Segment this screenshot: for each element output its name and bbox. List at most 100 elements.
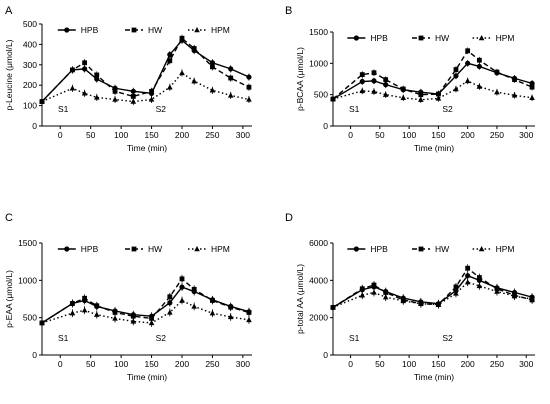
- session-label-s1: S1: [58, 104, 69, 114]
- panel-c: C 0 500 1000 1500 0 50 100 150 200 250 300 Time (min…: [4, 212, 252, 382]
- legend-label: HPB: [81, 25, 99, 35]
- data-point-hw: [94, 303, 100, 309]
- legend-item-hpm: HPM: [188, 25, 230, 35]
- data-point-hw: [130, 94, 136, 99]
- data-point-hw: [167, 294, 173, 300]
- x-tick-label: 200: [175, 130, 189, 140]
- y-tick-label: 0: [32, 121, 37, 131]
- series-hw: [39, 34, 252, 104]
- data-point-hpm: [529, 94, 535, 100]
- data-point-hw: [149, 316, 154, 321]
- x-tick-label: 300: [236, 130, 250, 140]
- legend-marker: [131, 27, 137, 33]
- y-tick-label: 500: [23, 313, 37, 323]
- panel-letter: B: [285, 5, 292, 17]
- data-point-hw: [476, 275, 482, 280]
- x-tick-label: 100: [114, 130, 128, 140]
- data-point-hw: [210, 64, 215, 70]
- data-point-hpm: [179, 69, 185, 76]
- session-label-s1: S1: [349, 333, 360, 343]
- legend-marker: [194, 27, 200, 33]
- legend-item-hpb: HPB: [347, 33, 388, 43]
- data-point-hw: [167, 58, 173, 64]
- data-point-hpm: [112, 96, 118, 102]
- legend-item-hpm: HPM: [472, 33, 515, 43]
- y-tick-label: 0: [323, 121, 328, 131]
- data-point-hpb: [246, 74, 252, 80]
- data-point-hpb: [371, 78, 377, 84]
- data-point-hpm: [435, 95, 442, 101]
- y-tick-label: 200: [23, 80, 37, 90]
- data-point-hpb: [476, 63, 482, 70]
- series-hw: [39, 274, 252, 326]
- data-point-hpm: [69, 310, 76, 316]
- legend-label: HPM: [496, 33, 515, 43]
- y-tick-label: 2000: [309, 313, 328, 323]
- y-axis-label: p-BCAA (μmol/L): [295, 47, 305, 111]
- data-point-hpm: [246, 96, 252, 102]
- series-hpm: [39, 296, 252, 327]
- x-tick-label: 300: [519, 130, 533, 140]
- data-point-hpm: [227, 313, 234, 320]
- data-point-hpm: [511, 92, 518, 98]
- session-label-s1: S1: [349, 104, 360, 114]
- data-point-hpm: [246, 316, 252, 323]
- panel-d: D 0 2000 4000 6000 0 50 100 150 200 250 300 Time (mi…: [285, 212, 535, 382]
- data-point-hpm: [359, 292, 366, 298]
- data-point-hw: [70, 67, 75, 73]
- data-point-hpm: [227, 92, 234, 98]
- legend-item-hw: HW: [412, 244, 449, 254]
- data-point-hpm: [209, 87, 216, 93]
- session-label-s2: S2: [442, 333, 453, 343]
- data-point-hw: [359, 286, 365, 292]
- data-point-hw: [149, 88, 154, 94]
- y-tick-label: 6000: [309, 238, 328, 248]
- legend-label: HW: [148, 244, 162, 254]
- legend-marker: [64, 27, 70, 33]
- data-point-hw: [82, 60, 88, 66]
- data-point-hw: [359, 72, 365, 78]
- data-point-hw: [383, 77, 389, 83]
- x-tick-label: 100: [402, 130, 416, 140]
- data-point-hpm: [191, 78, 197, 84]
- panel-letter: A: [5, 5, 13, 17]
- data-point-hpm: [130, 98, 137, 104]
- data-point-hpm: [209, 310, 216, 316]
- x-tick-label: 0: [348, 130, 353, 140]
- x-tick-label: 0: [58, 359, 63, 369]
- session-label-s2: S2: [442, 104, 453, 114]
- data-point-hpm: [453, 86, 459, 92]
- x-tick-label: 250: [205, 359, 219, 369]
- data-point-hpm: [359, 87, 366, 94]
- data-point-hpm: [148, 319, 155, 326]
- data-point-hpm: [69, 85, 76, 91]
- x-tick-label: 50: [86, 130, 96, 140]
- legend-item-hw: HW: [125, 25, 162, 35]
- legend-label: HW: [435, 33, 449, 43]
- x-axis-label: Time (min): [127, 143, 167, 153]
- y-tick-label: 4000: [309, 275, 328, 285]
- y-axis-label: p-total AA (μmol/L): [295, 264, 305, 334]
- legend-marker: [418, 35, 424, 41]
- data-point-hw: [453, 67, 459, 72]
- data-point-hpm: [167, 84, 173, 90]
- series-hpm: [330, 77, 535, 103]
- data-point-hpb: [167, 300, 173, 306]
- series-hpb: [330, 60, 535, 102]
- y-tick-label: 100: [23, 101, 37, 111]
- legend-label: HPM: [211, 244, 230, 254]
- x-tick-label: 100: [402, 359, 416, 369]
- data-point-hw: [465, 265, 471, 271]
- data-point-hpb: [529, 80, 535, 86]
- x-tick-label: 50: [86, 359, 96, 369]
- data-point-hw: [512, 77, 517, 83]
- y-axis-label: p-Leucine (μmol/L): [4, 39, 14, 110]
- panel-b: B 0 500 1000 1500 0 50 100 150 200 250 300 Time (min…: [285, 5, 535, 153]
- data-point-hpm: [400, 94, 407, 100]
- data-point-hpm: [529, 296, 535, 302]
- data-point-hw: [418, 92, 424, 98]
- legend-marker: [353, 246, 359, 252]
- data-point-hpm: [330, 304, 336, 310]
- data-point-hpm: [93, 94, 100, 100]
